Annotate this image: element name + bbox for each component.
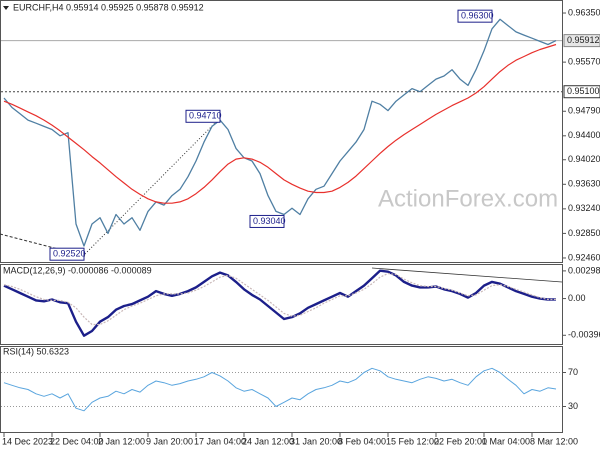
annotation-label: 0.93040 bbox=[253, 216, 286, 226]
annotation-box bbox=[49, 247, 85, 261]
annotation-box bbox=[185, 109, 221, 123]
y-tick-label: 30 bbox=[568, 401, 578, 411]
y-tick-label: 0.93240 bbox=[568, 203, 600, 213]
y-tick-label: 0.94790 bbox=[568, 106, 600, 116]
y-tick-label: 0.94020 bbox=[568, 154, 600, 164]
last-price-label: 0.95912 bbox=[567, 35, 600, 45]
y-tick-label: 0.96350 bbox=[568, 7, 600, 17]
annotation-box bbox=[249, 214, 285, 228]
last-price-box bbox=[563, 34, 600, 48]
series-line bbox=[3, 43, 557, 204]
series-line bbox=[3, 269, 557, 337]
rsi-panel bbox=[0, 346, 563, 433]
macd-title: MACD(12,26,9) -0.000086 -0.000089 bbox=[3, 265, 152, 275]
x-tick-label: 1 Mar 04:00 bbox=[482, 436, 530, 446]
annotation-label: 0.92520 bbox=[53, 249, 86, 259]
panel-arrow bbox=[3, 6, 9, 10]
series-line bbox=[3, 367, 557, 412]
level-label: 0.95100 bbox=[567, 86, 600, 96]
annotation-label: 0.94710 bbox=[189, 111, 222, 121]
level-label-box bbox=[563, 85, 600, 99]
x-tick-label: 2 Jan 12:00 bbox=[98, 436, 145, 446]
x-tick-label: 14 Dec 2023 bbox=[2, 436, 53, 446]
y-tick-label: 0.00 bbox=[568, 293, 586, 303]
y-tick-label: 70 bbox=[568, 367, 578, 377]
series-line bbox=[3, 18, 557, 247]
macd-panel bbox=[0, 264, 563, 345]
annotation-box bbox=[457, 9, 493, 23]
x-tick-label: 22 Feb 20:00 bbox=[434, 436, 487, 446]
chart-title: EURCHF,H4 0.95914 0.95925 0.95878 0.9591… bbox=[13, 2, 204, 12]
y-tick-label: 0.002985 bbox=[568, 265, 600, 275]
price-panel bbox=[0, 0, 563, 263]
x-tick-label: 17 Jan 04:00 bbox=[194, 436, 246, 446]
trend-line bbox=[371, 267, 563, 283]
x-tick-label: 9 Jan 20:00 bbox=[146, 436, 193, 446]
x-tick-label: 8 Mar 12:00 bbox=[530, 436, 578, 446]
x-tick-label: 22 Dec 04:00 bbox=[50, 436, 104, 446]
y-tick-label: 0.95570 bbox=[568, 57, 600, 67]
x-tick-label: 15 Feb 12:00 bbox=[386, 436, 439, 446]
x-tick-label: 31 Jan 20:00 bbox=[290, 436, 342, 446]
trend-line bbox=[84, 117, 221, 255]
annotation-label: 0.96300 bbox=[461, 11, 494, 21]
y-tick-label: 0.94400 bbox=[568, 130, 600, 140]
x-tick-label: 24 Jan 12:00 bbox=[242, 436, 294, 446]
y-tick-label: 0.93630 bbox=[568, 179, 600, 189]
watermark: ActionForex.com bbox=[378, 185, 558, 212]
y-tick-label: 0.92850 bbox=[568, 228, 600, 238]
y-tick-label: 0.92460 bbox=[568, 252, 600, 262]
rsi-title: RSI(14) 50.6323 bbox=[3, 346, 69, 356]
x-tick-label: 8 Feb 04:00 bbox=[338, 436, 386, 446]
y-tick-label: -0.00396 bbox=[568, 330, 600, 340]
